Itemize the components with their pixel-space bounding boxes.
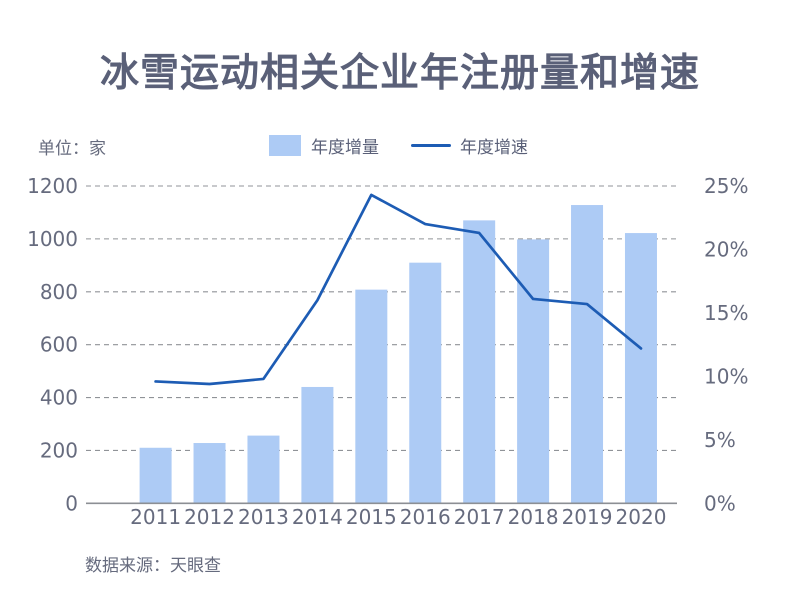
bar-2013 (247, 435, 280, 504)
x-tick-2017: 2017 (454, 505, 505, 529)
x-tick-2013: 2013 (238, 505, 289, 529)
x-tick-2018: 2018 (508, 505, 559, 529)
bar-2018 (517, 239, 550, 504)
y-left-tick-800: 800 (40, 280, 78, 304)
data-source-label: 数据来源：天眼查 (85, 556, 221, 576)
bar-series-legend-label: 年度增量 (311, 138, 379, 158)
y-right-tick-0pct: 0% (704, 491, 736, 515)
bar-2011 (139, 447, 172, 504)
y-right-tick-25pct: 25% (704, 174, 748, 198)
y-right-tick-10pct: 10% (704, 364, 748, 388)
x-tick-2011: 2011 (130, 505, 181, 529)
y-right-tick-20pct: 20% (704, 237, 748, 261)
bar-2014 (301, 386, 334, 504)
x-tick-2015: 2015 (346, 505, 397, 529)
growth-rate-line (154, 193, 643, 386)
x-tick-2014: 2014 (292, 505, 343, 529)
y-right-tick-5pct: 5% (704, 428, 736, 452)
legend: 年度增量 年度增速 (269, 133, 528, 158)
x-tick-2016: 2016 (400, 505, 451, 529)
x-tick-2020: 2020 (616, 505, 667, 529)
bar-2012 (193, 443, 226, 504)
x-tick-2012: 2012 (184, 505, 235, 529)
line-series-swatch-icon (411, 144, 451, 147)
bar-2020 (624, 233, 657, 504)
bar-2015 (355, 289, 388, 504)
chart-title: 冰雪运动相关企业年注册量和增速 (99, 51, 700, 96)
line-series-legend-label: 年度增速 (460, 138, 528, 158)
y-left-tick-0: 0 (65, 491, 78, 515)
bar-2017 (463, 220, 496, 504)
bar-series-swatch-icon (269, 135, 301, 156)
bar-2019 (571, 205, 604, 504)
y-right-tick-15pct: 15% (704, 301, 748, 325)
y-left-tick-1200: 1200 (27, 174, 78, 198)
unit-label: 单位：家 (38, 139, 106, 159)
x-tick-2019: 2019 (562, 505, 613, 529)
y-left-tick-1000: 1000 (27, 227, 78, 251)
bar-2016 (409, 262, 442, 504)
y-left-tick-600: 600 (40, 333, 78, 357)
y-left-tick-200: 200 (40, 438, 78, 462)
y-left-tick-400: 400 (40, 386, 78, 410)
